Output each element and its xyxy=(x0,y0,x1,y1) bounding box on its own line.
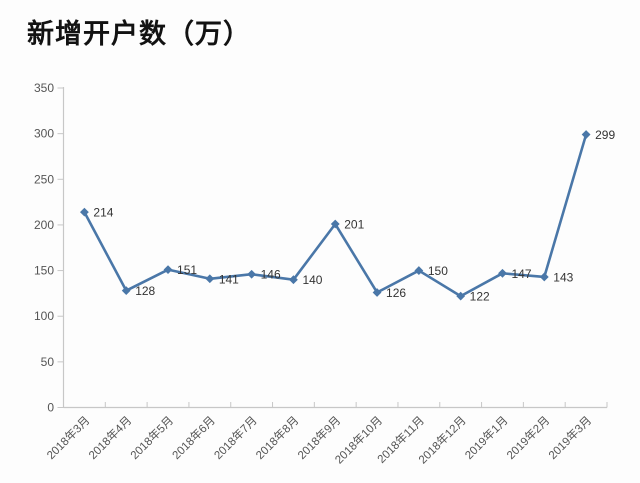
data-point-label: 122 xyxy=(470,290,490,304)
y-tick-label: 150 xyxy=(34,264,54,278)
x-axis-label: 2019年1月 xyxy=(462,413,511,462)
data-point-marker xyxy=(80,207,89,217)
data-point-marker xyxy=(581,130,591,139)
data-point-label: 141 xyxy=(219,272,239,286)
data-point-label: 140 xyxy=(302,273,322,287)
y-tick-label: 0 xyxy=(47,401,54,415)
x-axis-label: 2019年3月 xyxy=(545,413,594,462)
y-tick-label: 200 xyxy=(34,218,54,232)
data-point-marker xyxy=(121,286,131,296)
data-point-label: 214 xyxy=(93,206,113,220)
data-point-marker xyxy=(330,219,340,229)
data-point-label: 201 xyxy=(344,218,364,232)
y-tick-label: 100 xyxy=(34,309,54,323)
data-point-label: 126 xyxy=(386,286,406,300)
x-axis-label: 2018年5月 xyxy=(127,413,176,462)
data-point-label: 143 xyxy=(553,270,573,284)
data-point-marker xyxy=(289,275,298,285)
data-point-marker xyxy=(372,288,382,297)
data-point-marker xyxy=(498,268,507,278)
data-point-label: 147 xyxy=(511,267,531,281)
y-tick-label: 350 xyxy=(34,81,54,95)
data-point-label: 128 xyxy=(135,284,155,298)
x-axis-label: 2018年4月 xyxy=(86,413,135,462)
data-point-marker xyxy=(205,274,215,284)
y-tick-label: 250 xyxy=(34,172,54,186)
x-axis-label: 2018年6月 xyxy=(169,413,218,462)
x-axis-label: 2018年3月 xyxy=(44,413,93,462)
data-point-label: 150 xyxy=(428,264,448,278)
data-point-marker xyxy=(539,272,549,282)
data-point-label: 299 xyxy=(595,128,615,142)
data-point-marker xyxy=(163,265,173,275)
data-point-label: 151 xyxy=(177,263,197,277)
data-point-marker xyxy=(456,291,466,301)
data-point-marker xyxy=(247,269,257,279)
data-point-label: 146 xyxy=(261,268,281,282)
x-axis-label: 2018年7月 xyxy=(211,413,260,462)
x-axis-label: 2019年2月 xyxy=(504,413,553,462)
y-tick-label: 50 xyxy=(41,355,55,369)
x-axis-label: 2018年8月 xyxy=(253,413,302,462)
data-point-marker xyxy=(414,266,424,275)
chart-title: 新增开户数（万） xyxy=(27,19,251,49)
y-tick-label: 300 xyxy=(34,127,54,141)
